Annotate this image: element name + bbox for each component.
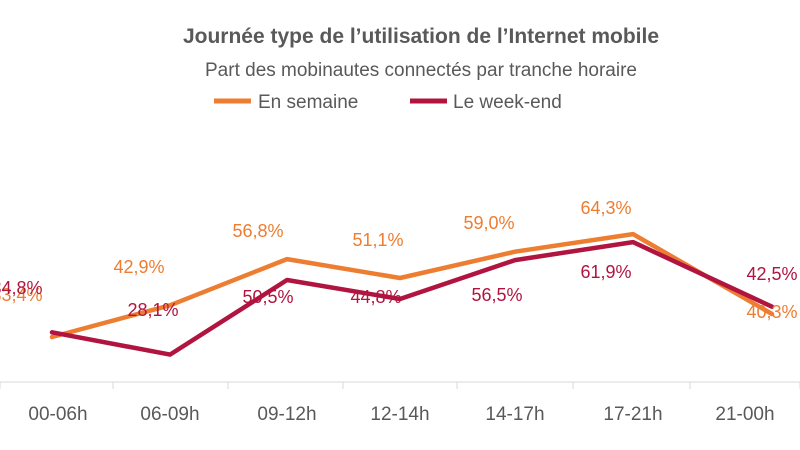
- series-line-le-week-end: [49, 239, 775, 357]
- x-axis-tick-labels: 00-06h 06-09h 09-12h 12-14h 14-17h 17-21…: [28, 404, 774, 425]
- tick-label: 09-12h: [257, 404, 316, 425]
- tick-label: 12-14h: [370, 404, 429, 425]
- data-label-le-week-end: 28,1%: [127, 300, 178, 320]
- legend: En semaine Le week-end: [214, 92, 562, 113]
- data-labels: 33,4% 42,9% 56,8% 51,1% 59,0% 64,3% 40,3…: [0, 198, 798, 322]
- tick-label: 06-09h: [140, 404, 199, 425]
- data-label-le-week-end: 50,5%: [242, 287, 293, 307]
- series-line-en-semaine: [49, 231, 775, 340]
- data-label-le-week-end: 61,9%: [580, 262, 631, 282]
- series-lines: [49, 231, 775, 357]
- data-label-en-semaine: 64,3%: [580, 198, 631, 218]
- data-label-en-semaine: 59,0%: [463, 213, 514, 233]
- data-label-le-week-end: 42,5%: [746, 264, 797, 284]
- chart-title: Journée type de l’utilisation de l’Inter…: [183, 25, 659, 48]
- data-label-le-week-end: 44,8%: [350, 287, 401, 307]
- data-label-en-semaine: 40,3%: [746, 302, 797, 322]
- legend-label-en-semaine: En semaine: [258, 92, 358, 113]
- x-axis-ticks: [0, 382, 800, 389]
- data-label-en-semaine: 51,1%: [352, 230, 403, 250]
- data-label-en-semaine: 56,8%: [232, 221, 283, 241]
- data-label-en-semaine: 42,9%: [113, 257, 164, 277]
- tick-label: 21-00h: [715, 404, 774, 425]
- data-label-le-week-end: 56,5%: [471, 285, 522, 305]
- legend-label-le-week-end: Le week-end: [453, 92, 562, 113]
- tick-label: 00-06h: [28, 404, 87, 425]
- data-label-le-week-end: 34,8%: [0, 278, 43, 298]
- tick-label: 14-17h: [485, 404, 544, 425]
- chart-subtitle: Part des mobinautes connectés par tranch…: [205, 60, 637, 81]
- tick-label: 17-21h: [603, 404, 662, 425]
- data-label-en-semaine: 33,4%: [0, 285, 43, 305]
